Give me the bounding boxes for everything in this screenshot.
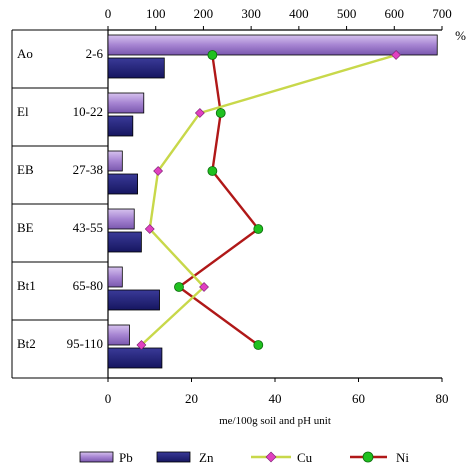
bar-zn bbox=[107, 289, 160, 311]
category-horizon-label: Bt1 bbox=[17, 278, 36, 293]
cu-point bbox=[199, 282, 209, 292]
top-axis-tick-label: 400 bbox=[289, 6, 309, 21]
ni-point bbox=[215, 108, 226, 118]
legend-zn-swatch bbox=[156, 451, 191, 463]
category-horizon-label: EB bbox=[17, 162, 34, 177]
cu-point bbox=[194, 108, 205, 118]
bar-pb bbox=[107, 150, 123, 172]
cu-point bbox=[136, 340, 147, 350]
top-axis-tick-label: 300 bbox=[241, 6, 261, 21]
category-horizon-label: Bt2 bbox=[17, 336, 36, 351]
ni-point bbox=[207, 166, 218, 176]
top-axis-tick-label: 100 bbox=[146, 6, 166, 21]
category-depth-label: 27-38 bbox=[73, 162, 103, 177]
cu-point bbox=[391, 50, 401, 60]
category-depth-label: 2-6 bbox=[86, 46, 104, 61]
bar-zn bbox=[107, 347, 163, 369]
bottom-axis-label: me/100g soil and pH unit bbox=[219, 415, 331, 427]
category-horizon-label: Ao bbox=[17, 46, 33, 61]
legend-cu-marker bbox=[265, 451, 277, 463]
bar-zn bbox=[107, 231, 142, 253]
top-axis-tick-label: 200 bbox=[194, 6, 214, 21]
bar-zn bbox=[107, 57, 165, 79]
category-depth-label: 65-80 bbox=[73, 278, 103, 293]
category-depth-label: 43-55 bbox=[73, 220, 103, 235]
cu-point bbox=[153, 166, 164, 176]
legend-ni-label: Ni bbox=[396, 450, 409, 465]
bottom-axis-tick-label: 0 bbox=[105, 391, 112, 406]
top-axis-tick-label: 600 bbox=[385, 6, 405, 21]
cu-line bbox=[140, 53, 397, 346]
top-axis-tick-label: 700 bbox=[432, 6, 452, 21]
bar-pb bbox=[107, 34, 438, 56]
cu-point bbox=[144, 224, 155, 234]
bar-pb bbox=[107, 208, 135, 230]
top-axis-unit-label: % bbox=[455, 28, 466, 43]
ni-point bbox=[253, 340, 264, 350]
legend-pb-label: Pb bbox=[119, 450, 133, 465]
legend-pb-swatch bbox=[79, 451, 114, 463]
ni-point bbox=[207, 50, 218, 60]
category-depth-label: 10-22 bbox=[73, 104, 103, 119]
bar-pb bbox=[107, 324, 130, 346]
bar-zn bbox=[107, 173, 138, 195]
bottom-axis-tick-label: 60 bbox=[352, 391, 365, 406]
bar-pb bbox=[107, 92, 145, 114]
bottom-axis-tick-label: 80 bbox=[436, 391, 449, 406]
bar-pb bbox=[107, 266, 123, 288]
legend-zn-label: Zn bbox=[199, 450, 214, 465]
bar-zn bbox=[107, 115, 134, 137]
top-axis-tick-label: 0 bbox=[105, 6, 112, 21]
top-axis-tick-label: 500 bbox=[337, 6, 357, 21]
category-depth-label: 95-110 bbox=[67, 336, 103, 351]
category-horizon-label: BE bbox=[17, 220, 34, 235]
ni-point bbox=[174, 282, 184, 292]
bottom-axis-tick-label: 40 bbox=[269, 391, 282, 406]
ni-point bbox=[253, 224, 264, 234]
legend-cu-label: Cu bbox=[297, 450, 313, 465]
category-horizon-label: El bbox=[17, 104, 29, 119]
bottom-axis-tick-label: 20 bbox=[185, 391, 198, 406]
legend-ni-marker bbox=[362, 451, 374, 463]
